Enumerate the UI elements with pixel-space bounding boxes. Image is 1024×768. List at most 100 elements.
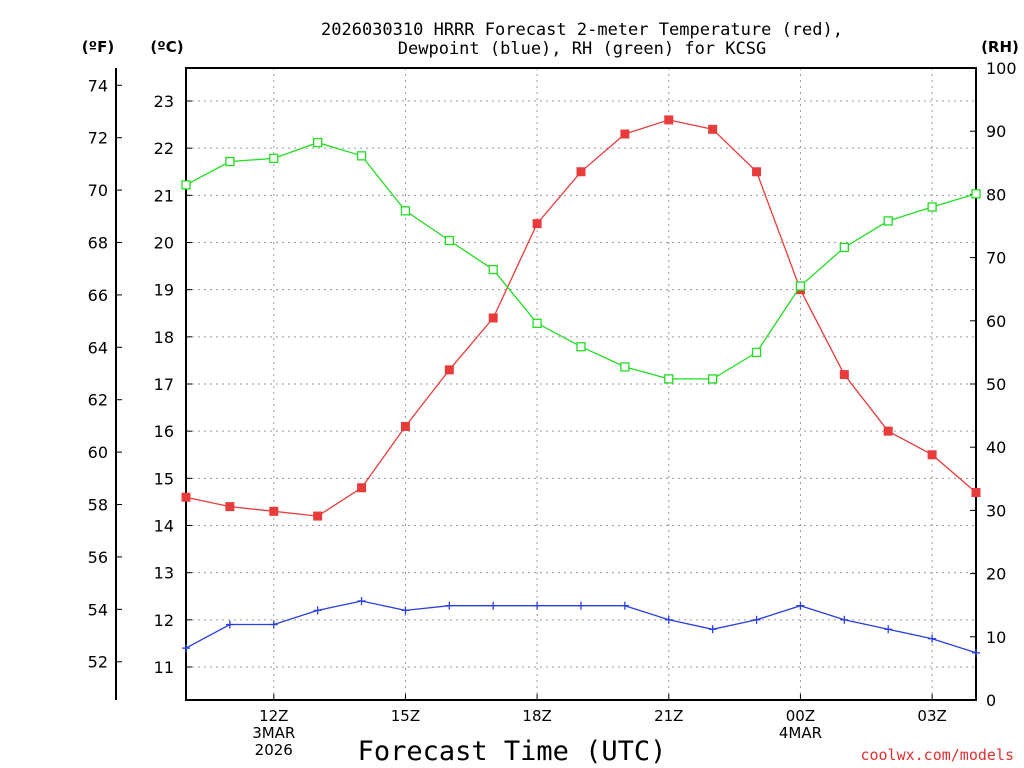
x-tick-label: 00Z (786, 707, 815, 725)
data-point (752, 615, 761, 624)
rh-tick-label: 30 (986, 501, 1006, 520)
data-point (664, 115, 674, 125)
data-point (400, 421, 410, 431)
data-point (444, 365, 454, 375)
data-point (751, 347, 762, 358)
fahrenheit-tick-label: 52 (88, 653, 108, 672)
x-tick-label: 18Z (522, 707, 551, 725)
data-point (620, 362, 630, 372)
data-point (225, 502, 235, 512)
fahrenheit-tick-label: 72 (88, 129, 108, 148)
rh-tick-label: 0 (986, 691, 996, 710)
celsius-tick-label: 15 (154, 469, 174, 488)
data-point (928, 634, 937, 643)
credit-text: coolwx.com/models (860, 746, 1014, 764)
data-point (400, 206, 411, 216)
celsius-tick-label: 19 (154, 281, 174, 300)
chart-title-line-2: Dewpoint (blue), RH (green) for KCSG (398, 39, 766, 59)
data-point (884, 625, 893, 634)
rh-tick-label: 60 (986, 312, 1006, 331)
data-point (927, 202, 937, 212)
series-relative-humidity (181, 137, 981, 384)
data-point (313, 137, 323, 148)
rh-tick-label: 40 (986, 438, 1006, 457)
data-point (532, 318, 542, 328)
data-point (840, 615, 849, 624)
x-tick-label: 4MAR (779, 724, 822, 742)
data-point (664, 615, 673, 624)
data-point (708, 374, 718, 384)
data-point (577, 601, 585, 610)
celsius-tick-label: 22 (154, 139, 174, 158)
data-point (225, 156, 235, 167)
rh-tick-label: 10 (986, 628, 1006, 647)
data-point (182, 644, 190, 653)
rh-tick-label: 90 (986, 122, 1006, 141)
celsius-tick-label: 20 (154, 234, 174, 253)
celsius-tick-label: 18 (154, 328, 174, 347)
fahrenheit-tick-label: 66 (88, 286, 108, 305)
data-point (664, 374, 674, 384)
rh-tick-label: 100 (986, 59, 1017, 78)
data-point (356, 151, 367, 161)
series-layer (181, 115, 981, 657)
data-point (225, 620, 234, 629)
rh-axis: 0 10 20 30 40 50 60 70 80 90 100 (970, 59, 1017, 710)
x-axis-title: Forecast Time (UTC) (358, 736, 667, 767)
data-point (883, 216, 893, 226)
data-point (883, 426, 893, 436)
data-point (620, 601, 629, 610)
fahrenheit-tick-label: 64 (88, 338, 108, 357)
fahrenheit-unit-label: (ºF) (82, 38, 114, 56)
celsius-unit-label: (ºC) (150, 38, 183, 56)
x-tick-label: 03Z (917, 707, 946, 725)
data-point (839, 242, 849, 253)
data-point (489, 601, 498, 610)
data-point (269, 153, 279, 164)
data-point (488, 264, 498, 275)
x-tick-label: 12Z (259, 707, 288, 725)
data-point (488, 313, 498, 323)
fahrenheit-tick-label: 56 (88, 548, 108, 567)
fahrenheit-tick-label: 70 (88, 181, 108, 200)
x-tick-label: 3MAR (252, 724, 295, 742)
rh-tick-label: 50 (986, 375, 1006, 394)
fahrenheit-tick-label: 58 (88, 496, 108, 515)
data-point (795, 281, 806, 291)
fahrenheit-axis: 52 54 56 58 60 62 64 66 68 70 72 74 (88, 76, 122, 672)
data-point (401, 606, 410, 615)
x-tick-label: 2026 (255, 741, 293, 759)
rh-tick-label: 20 (986, 565, 1006, 584)
series-line (185, 119, 977, 517)
celsius-tick-label: 12 (154, 611, 174, 630)
celsius-tick-label: 17 (154, 375, 174, 394)
data-point (620, 129, 630, 139)
data-point (357, 596, 366, 605)
x-tick-label: 15Z (391, 707, 420, 725)
rh-tick-label: 70 (986, 249, 1006, 268)
series-temperature (181, 115, 981, 521)
data-point (839, 370, 849, 380)
data-point (181, 180, 191, 190)
rh-unit-label: (RH) (981, 38, 1019, 56)
data-point (796, 601, 805, 610)
celsius-tick-label: 16 (154, 422, 174, 441)
celsius-axis: 11 12 13 14 15 16 17 18 19 20 21 22 23 (154, 92, 192, 677)
celsius-tick-label: 14 (154, 516, 174, 535)
fahrenheit-tick-label: 68 (88, 234, 108, 253)
data-point (533, 601, 542, 610)
data-point (576, 342, 586, 352)
data-point (357, 483, 367, 493)
data-point (313, 606, 322, 615)
celsius-tick-label: 13 (154, 564, 174, 583)
fahrenheit-tick-label: 54 (88, 600, 108, 619)
data-point (972, 648, 980, 657)
data-point (181, 492, 191, 502)
data-point (444, 235, 454, 246)
data-point (708, 625, 717, 634)
data-point (576, 167, 586, 177)
data-point (971, 189, 981, 199)
data-point (313, 511, 323, 521)
